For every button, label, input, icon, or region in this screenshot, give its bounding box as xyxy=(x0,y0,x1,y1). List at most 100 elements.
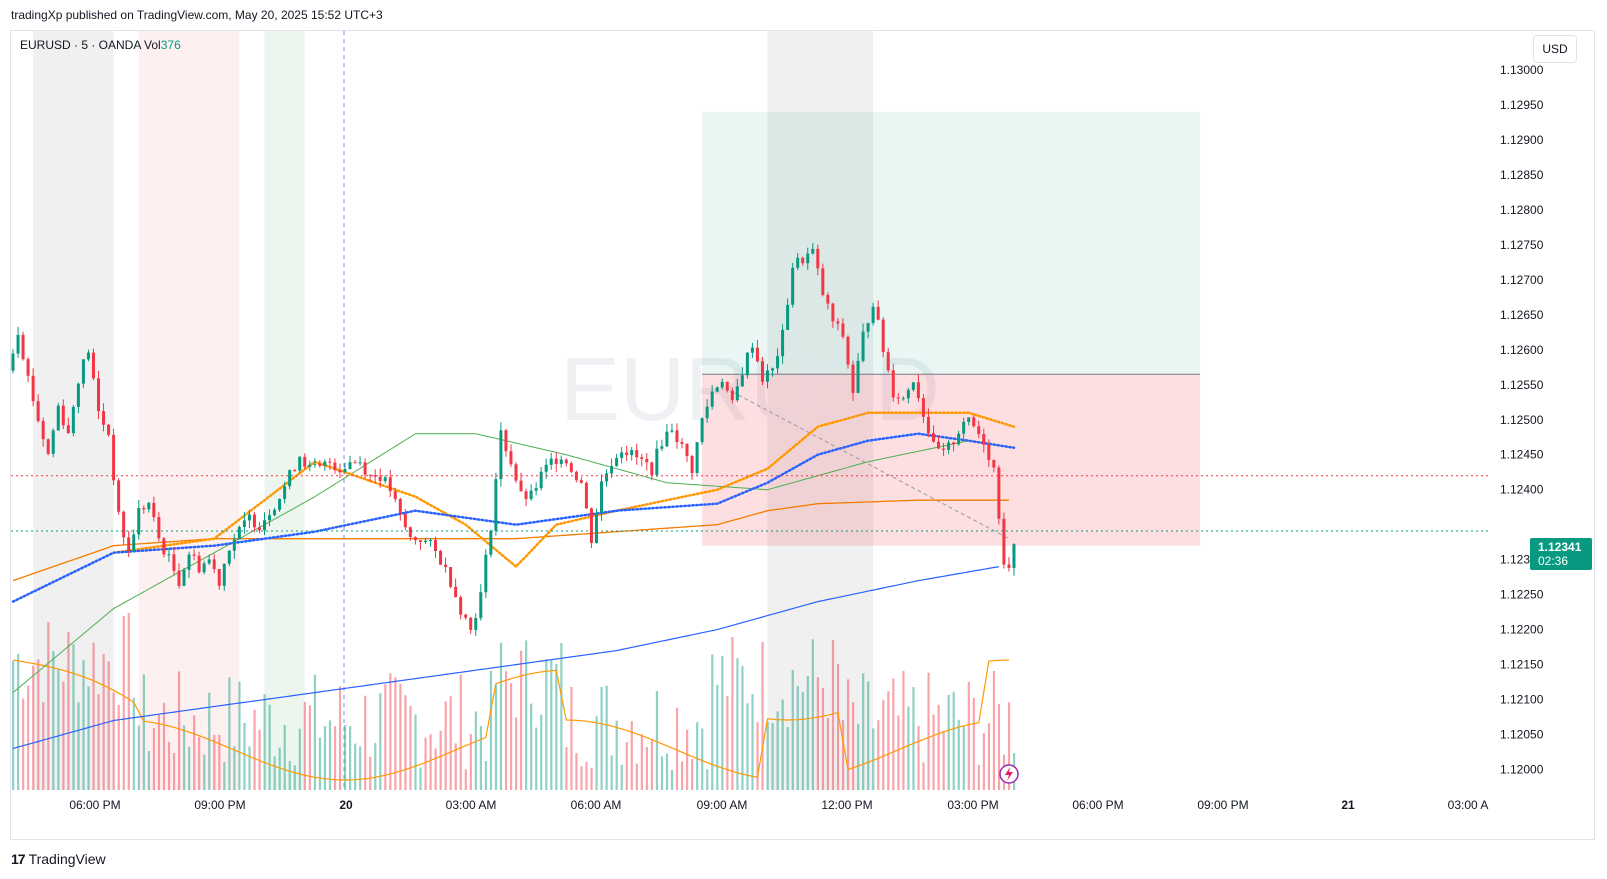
candle-body xyxy=(620,452,624,458)
volume-bar xyxy=(545,659,548,790)
candle-body xyxy=(715,387,719,392)
symbol-label: EURUSD · 5 · OANDA xyxy=(20,38,141,52)
position-stop-zone xyxy=(702,374,1201,546)
volume-bar xyxy=(670,769,674,790)
candle-body xyxy=(846,336,850,365)
candle-body xyxy=(403,514,407,528)
y-axis-tick-label: 1.12800 xyxy=(1500,203,1544,217)
volume-bar xyxy=(193,715,196,790)
candle-body xyxy=(363,462,367,475)
volume-bar xyxy=(942,730,945,790)
candle-body xyxy=(207,559,211,564)
candle-body xyxy=(192,554,196,556)
volume-bar xyxy=(454,743,457,790)
volume-bar xyxy=(208,692,211,790)
x-axis-tick-label: 03:00 PM xyxy=(947,798,998,812)
volume-bar xyxy=(655,690,659,790)
volume-bar xyxy=(590,767,593,790)
volume-bar xyxy=(957,719,960,790)
candle-body xyxy=(298,456,302,471)
candle-body xyxy=(771,368,775,371)
volume-bar xyxy=(132,697,135,790)
candle-body xyxy=(559,459,563,464)
candle-body xyxy=(257,527,261,531)
candle-body xyxy=(117,480,121,512)
volume-bar xyxy=(87,686,90,790)
volume-bar xyxy=(761,641,764,790)
x-axis-tick-label: 09:00 PM xyxy=(194,798,245,812)
volume-bar xyxy=(42,702,45,790)
volume-bar xyxy=(308,705,311,790)
tradingview-brand[interactable]: 17 TradingView xyxy=(11,851,106,867)
volume-bar xyxy=(625,742,628,790)
volume-bar xyxy=(600,686,603,790)
volume-bar xyxy=(419,767,422,790)
candle-body xyxy=(439,550,443,565)
candle-body xyxy=(519,480,523,492)
volume-bar xyxy=(560,643,563,790)
candle-body xyxy=(630,450,634,456)
y-axis-tick-label: 1.12850 xyxy=(1500,168,1544,182)
volume-bar xyxy=(283,724,286,790)
candle-body xyxy=(705,406,709,419)
symbol-legend[interactable]: EURUSD · 5 · OANDA Vol376 xyxy=(20,38,181,52)
candle-body xyxy=(61,405,65,426)
volume-bar xyxy=(680,761,684,790)
candle-body xyxy=(861,331,865,361)
candle-body xyxy=(670,430,674,432)
x-axis-tick-label: 06:00 AM xyxy=(571,798,622,812)
candle-body xyxy=(172,554,176,571)
candle-body xyxy=(982,434,986,445)
volume-bar xyxy=(872,728,875,790)
volume-bar xyxy=(162,702,166,790)
volume-bar xyxy=(937,704,940,790)
x-axis-tick-label: 09:00 PM xyxy=(1197,798,1248,812)
candle-body xyxy=(383,477,387,481)
volume-bar xyxy=(177,671,181,790)
volume-bar xyxy=(841,720,845,790)
currency-button[interactable]: USD xyxy=(1533,35,1577,63)
candle-body xyxy=(931,433,935,442)
x-axis-tick-label: 12:00 PM xyxy=(821,798,872,812)
symbol-watermark: EURUSD xyxy=(560,340,940,440)
volume-bar xyxy=(565,747,568,790)
candle-body xyxy=(288,470,292,487)
candle-body xyxy=(157,517,161,539)
volume-bar xyxy=(826,717,830,790)
y-axis-tick-label: 1.12500 xyxy=(1500,413,1544,427)
volume-bar xyxy=(509,683,513,790)
lightning-glyph-icon xyxy=(1005,767,1013,781)
volume-bar xyxy=(902,671,905,790)
volume-bar xyxy=(982,733,985,790)
candle-body xyxy=(615,457,619,467)
last-price-tag: 1.12341 02:36 xyxy=(1530,538,1592,570)
candle-body xyxy=(283,486,287,499)
volume-bar xyxy=(504,671,508,790)
candle-body xyxy=(891,370,895,398)
brand-name: TradingView xyxy=(28,851,106,867)
candle-body xyxy=(479,592,483,619)
candle-body xyxy=(539,471,543,489)
volume-bar xyxy=(550,660,553,790)
candle-body xyxy=(610,466,614,474)
candle-body xyxy=(177,570,181,586)
volume-bar xyxy=(686,729,689,790)
candle-body xyxy=(469,617,473,630)
candle-body xyxy=(217,569,221,586)
volume-bar xyxy=(726,696,729,790)
candle-body xyxy=(509,451,513,465)
volume-bar xyxy=(836,663,840,790)
candle-body xyxy=(182,569,186,586)
candle-body xyxy=(388,477,392,492)
volume-bar xyxy=(318,737,322,790)
candle-body xyxy=(227,550,231,564)
volume-bar xyxy=(962,725,965,790)
candle-body xyxy=(871,306,875,324)
candle-body xyxy=(916,382,920,399)
candle-body xyxy=(263,520,266,531)
candle-body xyxy=(464,614,468,618)
candle-body xyxy=(162,538,166,555)
candle-body xyxy=(766,370,769,382)
candle-body xyxy=(484,554,488,593)
